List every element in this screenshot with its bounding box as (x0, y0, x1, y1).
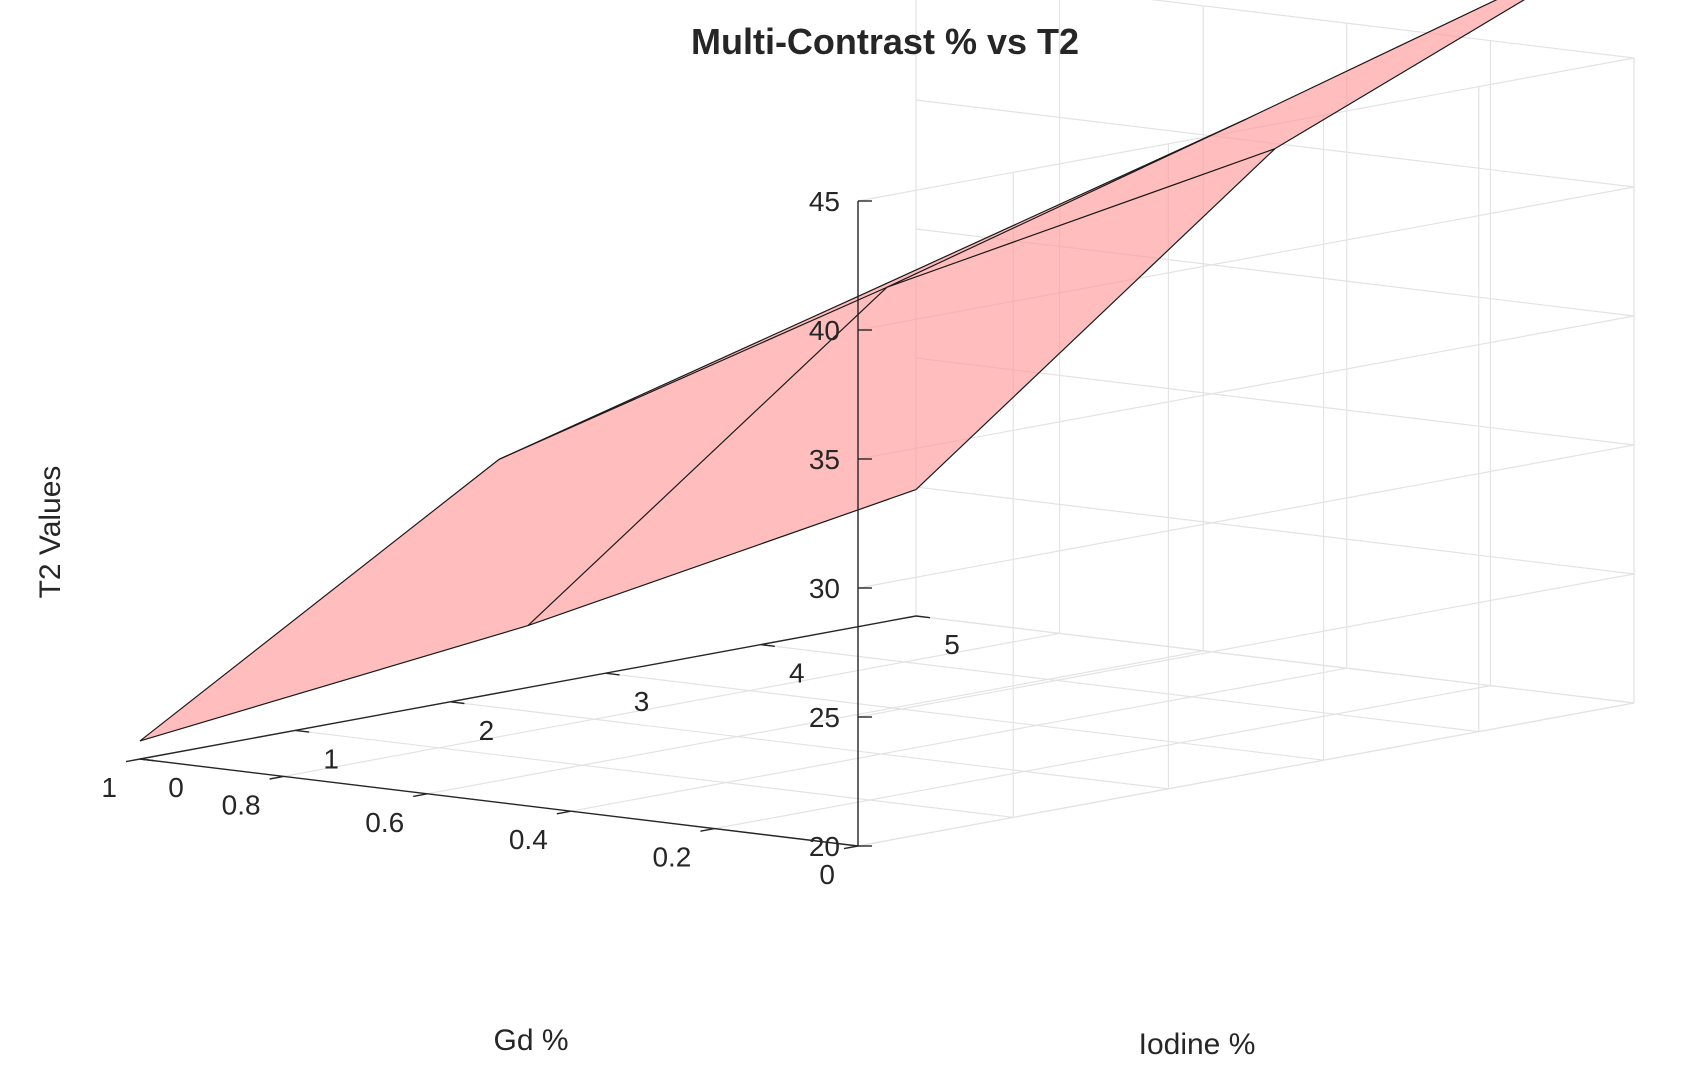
surface-edge (1245, 0, 1498, 120)
y-tick (450, 701, 465, 705)
x-tick (843, 845, 859, 850)
y-tick-label: 3 (634, 686, 650, 717)
axes-lines (125, 200, 931, 850)
surface-edge (139, 625, 529, 742)
surface-edge (886, 148, 1276, 288)
y-tick-label: 0 (168, 772, 184, 803)
surface-edge (886, 118, 1247, 288)
grid-line (857, 573, 1635, 718)
grid-line (857, 444, 1635, 589)
surface-edge (1274, 0, 1525, 150)
y-tick (605, 672, 620, 676)
surface-edge (527, 286, 888, 627)
surface-patch (887, 0, 1524, 288)
surface-edge (915, 148, 1276, 491)
x-tick (413, 793, 428, 798)
grid-line (295, 729, 1014, 818)
z-tick-label: 30 (809, 573, 840, 604)
x-axis-label: Gd % (493, 1024, 568, 1057)
y-tick (295, 729, 310, 733)
y-tick (915, 615, 931, 619)
grid-line (857, 702, 1635, 847)
y-tick-label: 1 (323, 743, 339, 774)
y-axis-line (139, 615, 917, 760)
z-tick-label: 45 (809, 186, 840, 217)
y-tick (139, 758, 155, 762)
grid-line (760, 644, 1479, 733)
y-tick-label: 5 (944, 629, 960, 660)
grid-line (1150, 0, 1635, 59)
z-tick-label: 25 (809, 702, 840, 733)
grid-line (915, 615, 1635, 704)
surface-patch (140, 287, 887, 741)
surface-patch (528, 148, 1275, 626)
x-axis-line (139, 758, 859, 847)
surface-edge (527, 489, 917, 627)
z-axis-label: T2 Values (34, 466, 67, 599)
z-tick-label: 20 (809, 831, 840, 862)
x-tick-label: 0.4 (509, 824, 548, 855)
grid-line (915, 486, 1635, 575)
x-tick (556, 810, 571, 815)
x-tick-label: 1 (101, 772, 117, 803)
y-tick-label: 2 (479, 715, 495, 746)
surface-plot (139, 0, 1525, 742)
x-tick-label: 0.8 (222, 789, 261, 820)
x-tick-label: 0.2 (652, 842, 691, 873)
grid-line (570, 667, 1347, 812)
y-tick-label: 4 (789, 658, 805, 689)
x-tick (269, 775, 284, 780)
z-tick-label: 35 (809, 444, 840, 475)
y-tick (760, 643, 775, 647)
surface-edge (857, 118, 1247, 298)
x-tick-label: 0 (819, 859, 835, 890)
grid-line (605, 672, 1324, 761)
x-tick (700, 827, 715, 832)
x-tick-label: 0.6 (365, 807, 404, 838)
grid-line (283, 632, 1060, 777)
x-tick (125, 758, 141, 763)
chart-title: Multi-Contrast % vs T2 (691, 21, 1079, 62)
grid-line (714, 685, 1491, 830)
grid-line (857, 315, 1635, 460)
grid-line (450, 701, 1169, 790)
surface-edge (498, 295, 859, 460)
y-axis-label: Iodine % (1139, 1028, 1256, 1061)
z-tick-label: 40 (809, 315, 840, 346)
grid-line (427, 650, 1204, 795)
surface-edge (139, 458, 500, 742)
